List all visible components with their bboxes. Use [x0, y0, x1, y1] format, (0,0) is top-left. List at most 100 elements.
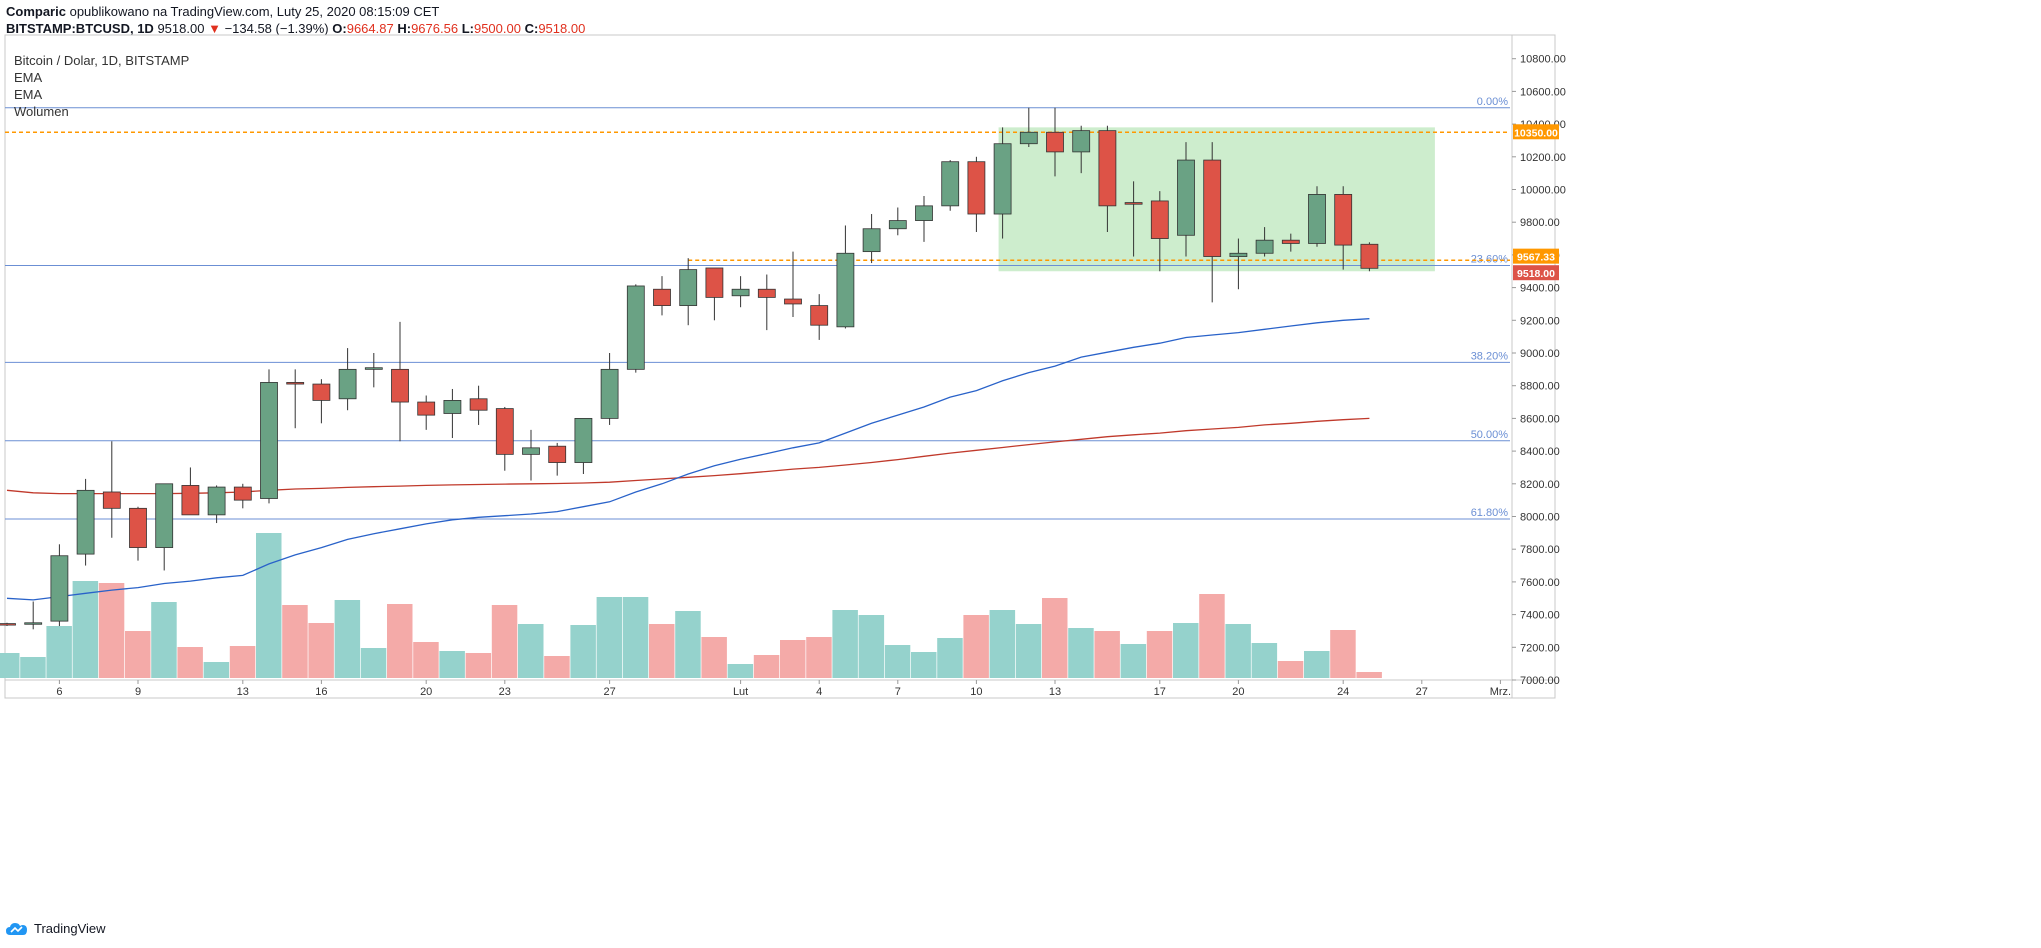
- volume-bar: [1068, 628, 1094, 678]
- candle-body[interactable]: [1360, 243, 1379, 269]
- fib-level-label: 61.80%: [1471, 507, 1509, 519]
- volume-bar: [72, 581, 99, 678]
- candle-body[interactable]: [443, 400, 462, 414]
- y-tick-label: 8000.00: [1520, 512, 1560, 524]
- candle-body[interactable]: [626, 285, 645, 370]
- volume-bar: [98, 583, 125, 678]
- candle-body[interactable]: [50, 555, 69, 622]
- candle-body[interactable]: [784, 298, 802, 305]
- candle-body[interactable]: [653, 288, 671, 306]
- y-tick-label: 7200.00: [1520, 642, 1560, 654]
- candle-body[interactable]: [915, 205, 933, 221]
- candle-body[interactable]: [469, 398, 488, 411]
- ema-short-line[interactable]: [6, 318, 1370, 601]
- candle-body[interactable]: [836, 252, 855, 328]
- volume-bar: [675, 611, 701, 678]
- candle-body[interactable]: [548, 445, 567, 463]
- volume-bar: [1251, 643, 1278, 678]
- candle-body[interactable]: [364, 367, 383, 370]
- candle-body[interactable]: [155, 483, 174, 548]
- candle-body[interactable]: [233, 486, 252, 501]
- candle-body[interactable]: [76, 489, 95, 555]
- y-tick-label: 8200.00: [1520, 479, 1560, 491]
- volume-bar: [1304, 651, 1330, 678]
- open-label: O:: [332, 21, 347, 36]
- candle-body[interactable]: [0, 623, 16, 626]
- candle-body[interactable]: [338, 368, 357, 400]
- volume-bar: [544, 656, 570, 678]
- candle-body[interactable]: [417, 401, 436, 416]
- candle-body[interactable]: [1203, 159, 1222, 257]
- candle-body[interactable]: [1072, 130, 1091, 153]
- volume-bar: [151, 602, 177, 678]
- candle-body[interactable]: [574, 417, 593, 463]
- volume-bar: [727, 664, 754, 678]
- candle-body[interactable]: [1229, 252, 1248, 257]
- x-tick-label: 4: [816, 686, 822, 698]
- volume-bar: [1042, 598, 1068, 678]
- volume-bar: [832, 610, 858, 678]
- candle-body[interactable]: [941, 161, 960, 207]
- candle-body[interactable]: [1098, 130, 1117, 207]
- x-tick-label: 17: [1154, 686, 1166, 698]
- candle-body[interactable]: [967, 161, 986, 215]
- candle-body[interactable]: [810, 305, 829, 326]
- candle-body[interactable]: [207, 486, 226, 516]
- candle-body[interactable]: [102, 491, 121, 509]
- volume-bar: [256, 533, 282, 678]
- candle-body[interactable]: [600, 368, 619, 419]
- candle-body[interactable]: [1124, 202, 1143, 205]
- open-value: 9664.87: [346, 21, 394, 36]
- y-tick-label: 10600.00: [1520, 86, 1566, 98]
- y-tick-label: 7800.00: [1520, 544, 1560, 556]
- candle-body[interactable]: [1177, 159, 1195, 236]
- candle-body[interactable]: [1150, 200, 1169, 239]
- volume-bar: [911, 652, 937, 678]
- candle-body[interactable]: [731, 288, 750, 297]
- candle-body[interactable]: [862, 228, 881, 253]
- volume-bar: [937, 638, 963, 678]
- candle-body[interactable]: [888, 220, 907, 230]
- volume-bar: [229, 646, 256, 678]
- legend-volume[interactable]: Wolumen: [14, 104, 69, 119]
- candle-body[interactable]: [312, 383, 331, 401]
- candle-body[interactable]: [1308, 194, 1326, 244]
- volume-bar: [125, 631, 151, 678]
- candle-body[interactable]: [495, 408, 514, 455]
- candle-body[interactable]: [129, 507, 147, 548]
- candle-body[interactable]: [286, 382, 305, 385]
- candle-body[interactable]: [1281, 239, 1300, 244]
- candle-body[interactable]: [757, 288, 776, 298]
- candle-body[interactable]: [1255, 239, 1274, 254]
- volume-bar: [1199, 594, 1225, 678]
- candle-body[interactable]: [1046, 131, 1064, 153]
- candle-body[interactable]: [1019, 131, 1038, 145]
- volume-bar: [282, 605, 308, 678]
- chart-legend: Bitcoin / Dolar, 1D, BITSTAMP EMA EMA Wo…: [14, 52, 189, 120]
- volume-bar: [649, 624, 675, 678]
- candle-body[interactable]: [679, 269, 698, 306]
- candle-body[interactable]: [993, 143, 1012, 215]
- low-value: 9500.00: [473, 21, 521, 36]
- ema-long-line[interactable]: [6, 417, 1370, 495]
- volume-bar: [1225, 624, 1251, 678]
- candle-body[interactable]: [24, 622, 43, 625]
- y-tick-label: 8600.00: [1520, 413, 1560, 425]
- candle-body[interactable]: [1334, 194, 1353, 246]
- legend-ema-2[interactable]: EMA: [14, 87, 43, 102]
- candle-body[interactable]: [522, 447, 540, 455]
- volume-bar: [0, 653, 20, 678]
- candle-body[interactable]: [260, 382, 278, 499]
- support-tag-bg: [1513, 248, 1559, 264]
- y-tick-label: 8800.00: [1520, 381, 1560, 393]
- legend-title[interactable]: Bitcoin / Dolar, 1D, BITSTAMP: [14, 53, 190, 68]
- legend-ema-1[interactable]: EMA: [14, 70, 43, 85]
- candle-body[interactable]: [391, 368, 409, 403]
- candle-body[interactable]: [705, 267, 724, 298]
- candle-body[interactable]: [181, 485, 200, 516]
- ohlc-line: BITSTAMP:BTCUSD, 1D 9518.00 ▼ −134.58 (−…: [6, 21, 585, 36]
- volume-bar: [1356, 672, 1382, 678]
- volume-bar: [177, 647, 203, 678]
- x-tick-label: 20: [420, 686, 432, 698]
